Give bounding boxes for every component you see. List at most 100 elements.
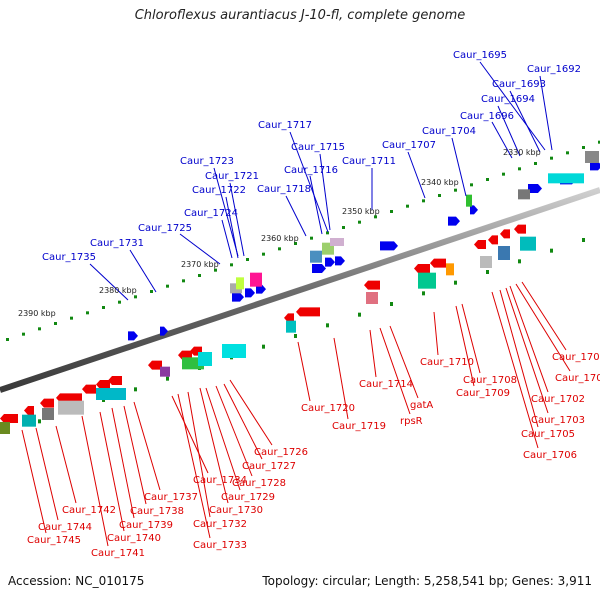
gene-label[interactable]: Caur_1692 [527,64,581,75]
ruler-dot [326,323,329,328]
ruler-dot [118,300,121,304]
gene-label[interactable]: Caur_1741 [91,548,145,559]
gene-label[interactable]: Caur_1703 [531,415,585,426]
gene-label[interactable]: Caur_1694 [481,94,535,105]
label-leaders [21,61,571,547]
gene-label[interactable]: Caur_1730 [209,505,263,516]
ruler-dot [374,215,377,219]
gene-label[interactable]: Caur_1728 [232,478,286,489]
gene-label[interactable]: Caur_1704 [422,126,476,137]
ruler-dot [390,210,393,213]
gene-label[interactable]: Caur_1714 [359,379,413,390]
gene-label[interactable]: Caur_1709 [456,388,510,399]
ruler-dot [486,270,489,274]
label-leader [221,219,233,259]
reverse-gene-arrow [40,398,54,408]
gene-label[interactable]: Caur_1708 [463,375,517,386]
label-leader [505,287,549,414]
ruler-dot [342,226,345,229]
ruler-dot [22,332,25,336]
label-leader [491,121,513,159]
forward-gene-arrow [335,256,345,266]
gene-feature-box [366,292,378,304]
gene-label[interactable]: gatA [410,400,433,411]
gene-label[interactable]: Caur_1738 [130,506,184,517]
ruler-dot [310,236,313,240]
gene-label[interactable]: Caur_1696 [460,111,514,122]
gene-label[interactable]: Caur_1737 [144,492,198,503]
gene-label[interactable]: Caur_1735 [42,252,96,263]
forward-gene-arrow [256,284,266,294]
gene-label[interactable]: Caur_1732 [193,519,247,530]
gene-label[interactable]: Caur_1706 [523,450,577,461]
gene-label[interactable]: Caur_1725 [138,223,192,234]
kbp-label: 2390 kbp [18,309,56,318]
ruler-dot [582,238,585,242]
reverse-gene-arrow [284,313,294,323]
gene-label[interactable]: Caur_1700 [552,352,600,363]
kbp-label: 2380 kbp [99,286,137,295]
forward-gene-arrow [245,288,255,298]
ruler-dot [230,263,233,267]
label-leader [205,387,241,491]
gene-label[interactable]: Caur_1701 [555,373,600,384]
genome-info-text: Topology: circular; Length: 5,258,541 bp… [262,574,592,588]
gene-label[interactable]: Caur_1744 [38,522,92,533]
ruler-dot [550,156,553,160]
ruler-dot [6,338,9,341]
gene-label[interactable]: Caur_1711 [342,156,396,167]
gene-label[interactable]: Caur_1717 [258,120,312,131]
forward-gene-arrow [325,257,335,267]
gene-label[interactable]: Caur_1733 [193,540,247,551]
gene-label[interactable]: Caur_1727 [242,461,296,472]
gene-label[interactable]: Caur_1724 [184,208,238,219]
gene-feature-box [222,344,246,358]
label-leader [497,105,521,157]
gene-label[interactable]: Caur_1710 [420,357,474,368]
ruler-dot [582,146,585,149]
gene-label[interactable]: Caur_1705 [521,429,575,440]
gene-label[interactable]: Caur_1715 [291,142,345,153]
gene-label[interactable]: Caur_1719 [332,421,386,432]
label-leader [407,151,426,199]
ruler-dot [166,376,169,381]
gene-label[interactable]: Caur_1702 [531,394,585,405]
gene-label[interactable]: Caur_1716 [284,165,338,176]
ruler-dot [518,259,521,264]
label-leader [177,393,211,539]
reverse-gene-arrow [148,360,162,370]
gene-label[interactable]: Caur_1742 [62,505,116,516]
gene-label[interactable]: Caur_1721 [205,171,259,182]
label-leader [309,175,323,235]
gene-label[interactable]: Caur_1718 [257,184,311,195]
gene-label[interactable]: Caur_1726 [254,447,308,458]
gene-label[interactable]: Caur_1731 [90,238,144,249]
gene-feature-box [160,366,170,377]
gene-feature-box [22,414,36,427]
ruler-dot [70,316,73,320]
gene-label[interactable]: Caur_1693 [492,79,546,90]
gene-label[interactable]: Caur_1734 [193,475,247,486]
gene-label[interactable]: Caur_1695 [453,50,507,61]
gene-label[interactable]: Caur_1745 [27,535,81,546]
label-leader [89,263,129,301]
gene-label[interactable]: Caur_1729 [221,492,275,503]
label-leader [229,379,273,446]
gene-label[interactable]: Caur_1707 [382,140,436,151]
gene-label[interactable]: Caur_1723 [180,156,234,167]
gene-label[interactable]: rpsR [400,416,423,427]
kbp-label: 2350 kbp [342,207,380,216]
kbp-label: 2340 kbp [421,178,459,187]
kbp-label: 2360 kbp [261,234,299,243]
reverse-gene-arrow [488,235,498,245]
ruler-dot [438,194,441,197]
gene-label[interactable]: Caur_1739 [119,520,173,531]
label-leader [297,341,311,402]
gene-label[interactable]: Caur_1740 [107,533,161,544]
label-leader [223,383,263,460]
gene-label[interactable]: Caur_1720 [301,403,355,414]
gene-label[interactable]: Caur_1722 [192,185,246,196]
gene-feature-box [250,272,262,287]
label-leader [539,75,553,151]
